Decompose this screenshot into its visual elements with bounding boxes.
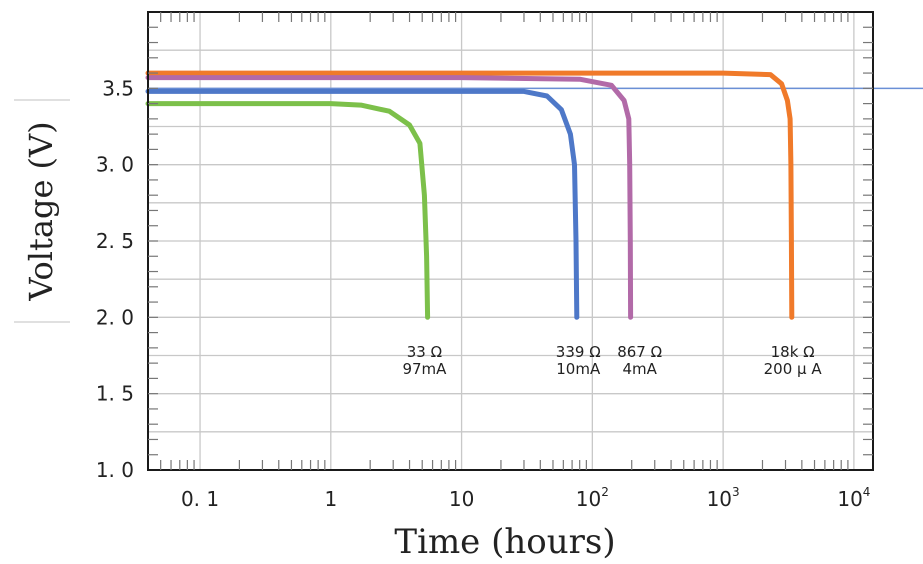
series-line-4	[145, 101, 431, 320]
x-tick-label: 104	[837, 485, 870, 511]
series-line-1	[145, 70, 795, 320]
x-tick-label: 102	[576, 485, 609, 511]
x-tick-label: 0. 1	[181, 487, 219, 511]
y-tick-label: 1. 5	[96, 382, 134, 406]
y-tick-label: 2. 5	[96, 229, 134, 253]
curve-labels: 18k Ω 200 μ A 867 Ω 4mA 339 Ω 10mA 33 Ω 97mA	[402, 343, 822, 378]
x-axis-title: Time (hours)	[394, 522, 615, 562]
y-tick-label: 2. 0	[96, 305, 134, 329]
grid	[148, 11, 923, 471]
curve-label-4: 33 Ω 97mA	[402, 343, 447, 378]
x-tick-label: 10	[449, 487, 474, 511]
x-tick-label: 1	[324, 487, 337, 511]
series-line-2	[145, 75, 634, 320]
curve-label-1: 18k Ω 200 μ A	[764, 343, 823, 378]
x-tick-label: 103	[707, 485, 740, 511]
curve-label-3: 339 Ω 10mA	[556, 343, 601, 378]
y-tick-label: 3.5	[102, 76, 134, 100]
series-group	[145, 70, 795, 320]
y-tick-label: 3. 0	[96, 153, 134, 177]
minor-ticks	[148, 12, 873, 470]
series-line-3	[145, 88, 580, 320]
y-tick-label: 1. 0	[96, 458, 134, 482]
tick-labels: 0. 1 1 10 102 103 104 1. 0 1. 5 2. 0 2. 5 3. 0 3.5	[96, 76, 871, 511]
y-axis-title: Voltage (V)	[22, 121, 60, 301]
curve-label-2: 867 Ω 4mA	[617, 343, 662, 378]
